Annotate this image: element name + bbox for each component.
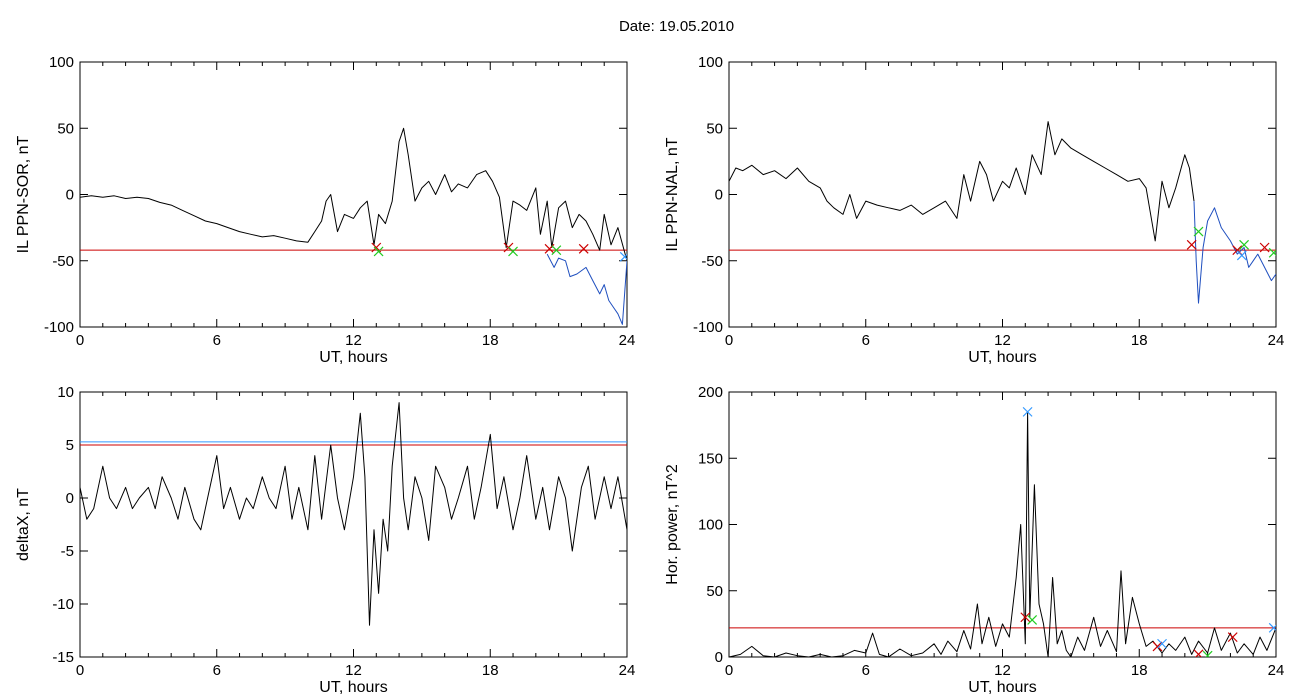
x-tick-label: 12 bbox=[994, 332, 1011, 349]
y-axis-title: IL PPN-NAL, nT bbox=[664, 137, 681, 251]
plot-frame bbox=[79, 61, 628, 328]
y-tick-label: -50 bbox=[52, 253, 74, 270]
x-tick-label: 12 bbox=[994, 662, 1011, 679]
panel-nal: 0 6 12 18 24 -100 -50 0 50 100 UT, hours IL PPN-NAL… bbox=[664, 54, 1284, 366]
event-marker bbox=[619, 251, 627, 262]
x-tick-label: 24 bbox=[619, 662, 636, 679]
event-marker bbox=[1193, 226, 1204, 237]
y-tick-label: 10 bbox=[57, 384, 74, 401]
plot-frame bbox=[728, 391, 1277, 658]
x-tick-label: 6 bbox=[213, 332, 221, 349]
y-tick-label: -10 bbox=[52, 596, 74, 613]
y-tick-label: 100 bbox=[49, 54, 74, 71]
plot-area bbox=[80, 402, 627, 626]
plot-frame bbox=[728, 61, 1277, 328]
y-tick-label: 50 bbox=[706, 120, 723, 137]
x-tick-label: 18 bbox=[1131, 332, 1148, 349]
x-tick-label: 12 bbox=[345, 662, 362, 679]
x-tick-label: 24 bbox=[1268, 332, 1285, 349]
event-marker bbox=[1239, 239, 1250, 250]
series-trace-line bbox=[80, 127, 627, 261]
y-axis-title: deltaX, nT bbox=[15, 488, 32, 561]
x-tick-label: 18 bbox=[482, 662, 499, 679]
event-marker bbox=[1186, 239, 1197, 250]
x-tick-label: 12 bbox=[345, 332, 362, 349]
x-tick-label: 24 bbox=[1268, 662, 1285, 679]
event-marker bbox=[1202, 650, 1213, 657]
y-tick-label: 100 bbox=[698, 54, 723, 71]
y-axis-title: IL PPN-SOR, nT bbox=[15, 135, 32, 253]
y-tick-label: 5 bbox=[66, 437, 74, 454]
y-tick-label: 50 bbox=[57, 120, 74, 137]
event-marker bbox=[1022, 406, 1033, 417]
y-tick-label: 0 bbox=[66, 490, 74, 507]
panel-power: 0 6 12 18 24 0 50 100 150 200 UT, hours Hor. power,… bbox=[664, 384, 1284, 696]
plot-area bbox=[729, 121, 1276, 304]
event-marker bbox=[1227, 632, 1238, 643]
event-marker bbox=[373, 246, 384, 257]
x-axis-title: UT, hours bbox=[968, 349, 1036, 366]
y-tick-label: 0 bbox=[715, 187, 723, 204]
panel-deltax: 0 6 12 18 24 -15 -10 -5 0 5 10 UT, hours deltaX, nT bbox=[15, 384, 635, 696]
event-marker bbox=[1259, 242, 1270, 253]
y-axis-title: Hor. power, nT^2 bbox=[664, 464, 681, 585]
panel-sor: 0 6 12 18 24 -100 -50 0 50 100 UT, hours IL PPN-SOR… bbox=[15, 54, 635, 366]
plot-frame bbox=[79, 391, 628, 658]
event-marker bbox=[508, 246, 518, 257]
date-title: Date: 19.05.2010 bbox=[618, 18, 735, 35]
x-axis-title: UT, hours bbox=[968, 679, 1036, 696]
x-tick-label: 0 bbox=[76, 332, 84, 349]
series-trace-line bbox=[729, 411, 1276, 657]
event-marker bbox=[1157, 638, 1167, 649]
y-tick-label: 100 bbox=[698, 517, 723, 534]
y-tick-label: -100 bbox=[44, 319, 74, 336]
y-tick-label: 0 bbox=[66, 187, 74, 204]
y-tick-label: 50 bbox=[706, 583, 723, 600]
y-tick-label: 150 bbox=[698, 450, 723, 467]
series-trace-line bbox=[729, 121, 1195, 242]
y-tick-label: 200 bbox=[698, 384, 723, 401]
x-tick-label: 18 bbox=[482, 332, 499, 349]
x-tick-label: 6 bbox=[213, 662, 221, 679]
x-axis-title: UT, hours bbox=[319, 679, 387, 696]
event-marker bbox=[1236, 250, 1247, 261]
event-marker bbox=[578, 243, 589, 254]
x-tick-label: 0 bbox=[76, 662, 84, 679]
x-tick-label: 6 bbox=[862, 662, 870, 679]
event-marker bbox=[1020, 612, 1031, 623]
x-tick-label: 18 bbox=[1131, 662, 1148, 679]
event-marker bbox=[551, 245, 562, 256]
x-tick-label: 0 bbox=[725, 662, 733, 679]
event-marker bbox=[1152, 641, 1163, 652]
x-tick-label: 0 bbox=[725, 332, 733, 349]
y-tick-label: -50 bbox=[701, 253, 723, 270]
x-tick-label: 6 bbox=[862, 332, 870, 349]
event-marker bbox=[1268, 247, 1276, 258]
series-trace-line bbox=[80, 402, 627, 626]
event-marker bbox=[1268, 622, 1276, 633]
y-tick-label: -15 bbox=[52, 649, 74, 666]
x-axis-title: UT, hours bbox=[319, 349, 387, 366]
plot-area bbox=[729, 406, 1276, 657]
plot-area bbox=[80, 127, 627, 325]
y-tick-label: -100 bbox=[693, 319, 723, 336]
event-marker bbox=[1193, 649, 1204, 657]
x-tick-label: 24 bbox=[619, 332, 636, 349]
event-marker bbox=[1027, 614, 1038, 625]
series-highlight-line bbox=[546, 253, 627, 325]
y-tick-label: 0 bbox=[715, 649, 723, 666]
y-tick-label: -5 bbox=[61, 543, 74, 560]
